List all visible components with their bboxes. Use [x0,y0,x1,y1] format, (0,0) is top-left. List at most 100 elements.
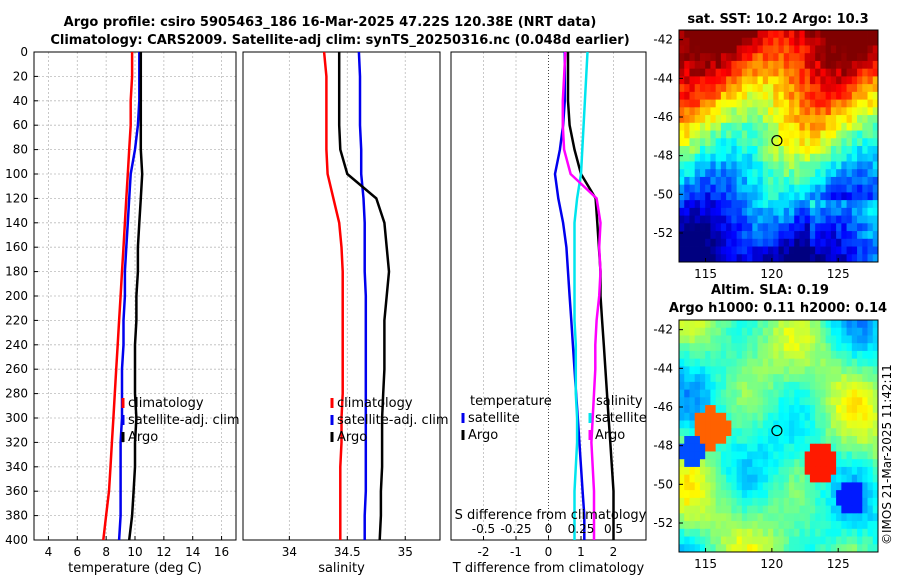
heatmap-cell [726,397,732,406]
heatmap-cell [736,192,743,201]
heatmap-cell [809,389,816,398]
heatmap-cell [851,254,858,263]
heatmap-cell [830,76,837,85]
heatmap-cell [872,207,879,216]
heatmap-cell [752,45,758,54]
heatmap-cell [684,184,690,193]
heatmap-cell [752,169,758,178]
heatmap-cell [747,451,753,460]
heatmap-cell [736,397,743,406]
heatmap-cell [684,536,690,545]
heatmap-cell [825,536,832,545]
heatmap-cell [773,91,779,100]
heatmap-cell [679,451,685,460]
heatmap-cell [799,161,806,170]
heatmap-cell [820,327,827,336]
heatmap-cell [788,482,795,491]
heatmap-cell [809,91,816,100]
heatmap-cell [710,466,717,476]
heatmap-cell [684,320,690,329]
heatmap-cell [762,115,769,124]
heatmap-cell [867,381,874,390]
heatmap-cell [794,436,800,445]
heatmap-cell [715,412,722,421]
heatmap-cell [872,521,879,530]
heatmap-cell [757,521,764,530]
heatmap-cell [736,99,743,108]
heatmap-cell [710,358,717,367]
heatmap-cell [705,238,711,247]
heatmap-cell [773,138,779,147]
heatmap-cell [705,91,711,100]
map-y-tick-label: -52 [653,226,673,240]
heatmap-cell [747,84,753,93]
heatmap-cell [867,215,874,224]
heatmap-cell [747,176,753,186]
heatmap-cell [757,466,764,476]
heatmap-cell [820,84,827,93]
heatmap-cell [762,146,769,155]
heatmap-cell [689,327,696,336]
heatmap-cell [846,53,853,62]
heatmap-cell [726,420,732,429]
heatmap-cell [846,358,853,367]
heatmap-cell [762,459,769,468]
map-x-tick-label: 125 [827,267,850,281]
heatmap-cell [809,115,816,124]
heatmap-cell [788,474,795,483]
heatmap-cell [699,238,706,247]
heatmap-cell [710,107,717,116]
heatmap-cell [804,451,811,460]
heatmap-cell [788,497,795,506]
heatmap-cell [809,122,816,131]
heatmap-cell [720,505,727,514]
heatmap-cell [752,482,758,491]
heatmap-cell [679,169,685,178]
heatmap-cell [794,37,800,46]
heatmap-cell [851,37,858,46]
heatmap-cell [836,161,842,170]
heatmap-cell [762,130,769,139]
heatmap-cell [720,497,727,506]
heatmap-cell [804,389,811,398]
heatmap-cell [809,451,816,460]
heatmap-cell [731,544,738,553]
heatmap-cell [731,513,738,522]
heatmap-cell [694,53,701,62]
heatmap-cell [794,521,800,530]
heatmap-cell [679,405,685,414]
heatmap-cell [867,428,874,437]
heatmap-cell [825,335,832,344]
heatmap-cell [768,176,774,186]
heatmap-cell [851,513,858,522]
heatmap-cell [830,451,837,460]
heatmap-cell [768,246,774,255]
heatmap-cell [872,436,879,445]
heatmap-cell [799,497,806,506]
heatmap-cell [778,405,785,414]
heatmap-cell [694,536,701,545]
heatmap-cell [830,138,837,147]
heatmap-cell [731,254,738,263]
heatmap-cell [694,130,701,139]
heatmap-cell [710,366,717,375]
heatmap-cell [778,513,785,522]
heatmap-cell [862,169,868,178]
heatmap-cell [726,327,732,336]
heatmap-cell [705,528,711,537]
heatmap-cell [862,320,868,329]
heatmap-cell [694,436,701,445]
heatmap-cell [726,497,732,506]
sal-legend-label: Argo [337,430,367,445]
heatmap-cell [679,238,685,247]
heatmap-cell [872,84,879,93]
heatmap-cell [705,231,711,240]
heatmap-cell [809,76,816,85]
heatmap-cell [679,358,685,367]
heatmap-cell [836,374,842,383]
heatmap-cell [825,397,832,406]
heatmap-cell [778,335,785,344]
heatmap-cell [846,215,853,224]
heatmap-cell [736,366,743,375]
x-tick-label: 16 [214,545,229,559]
